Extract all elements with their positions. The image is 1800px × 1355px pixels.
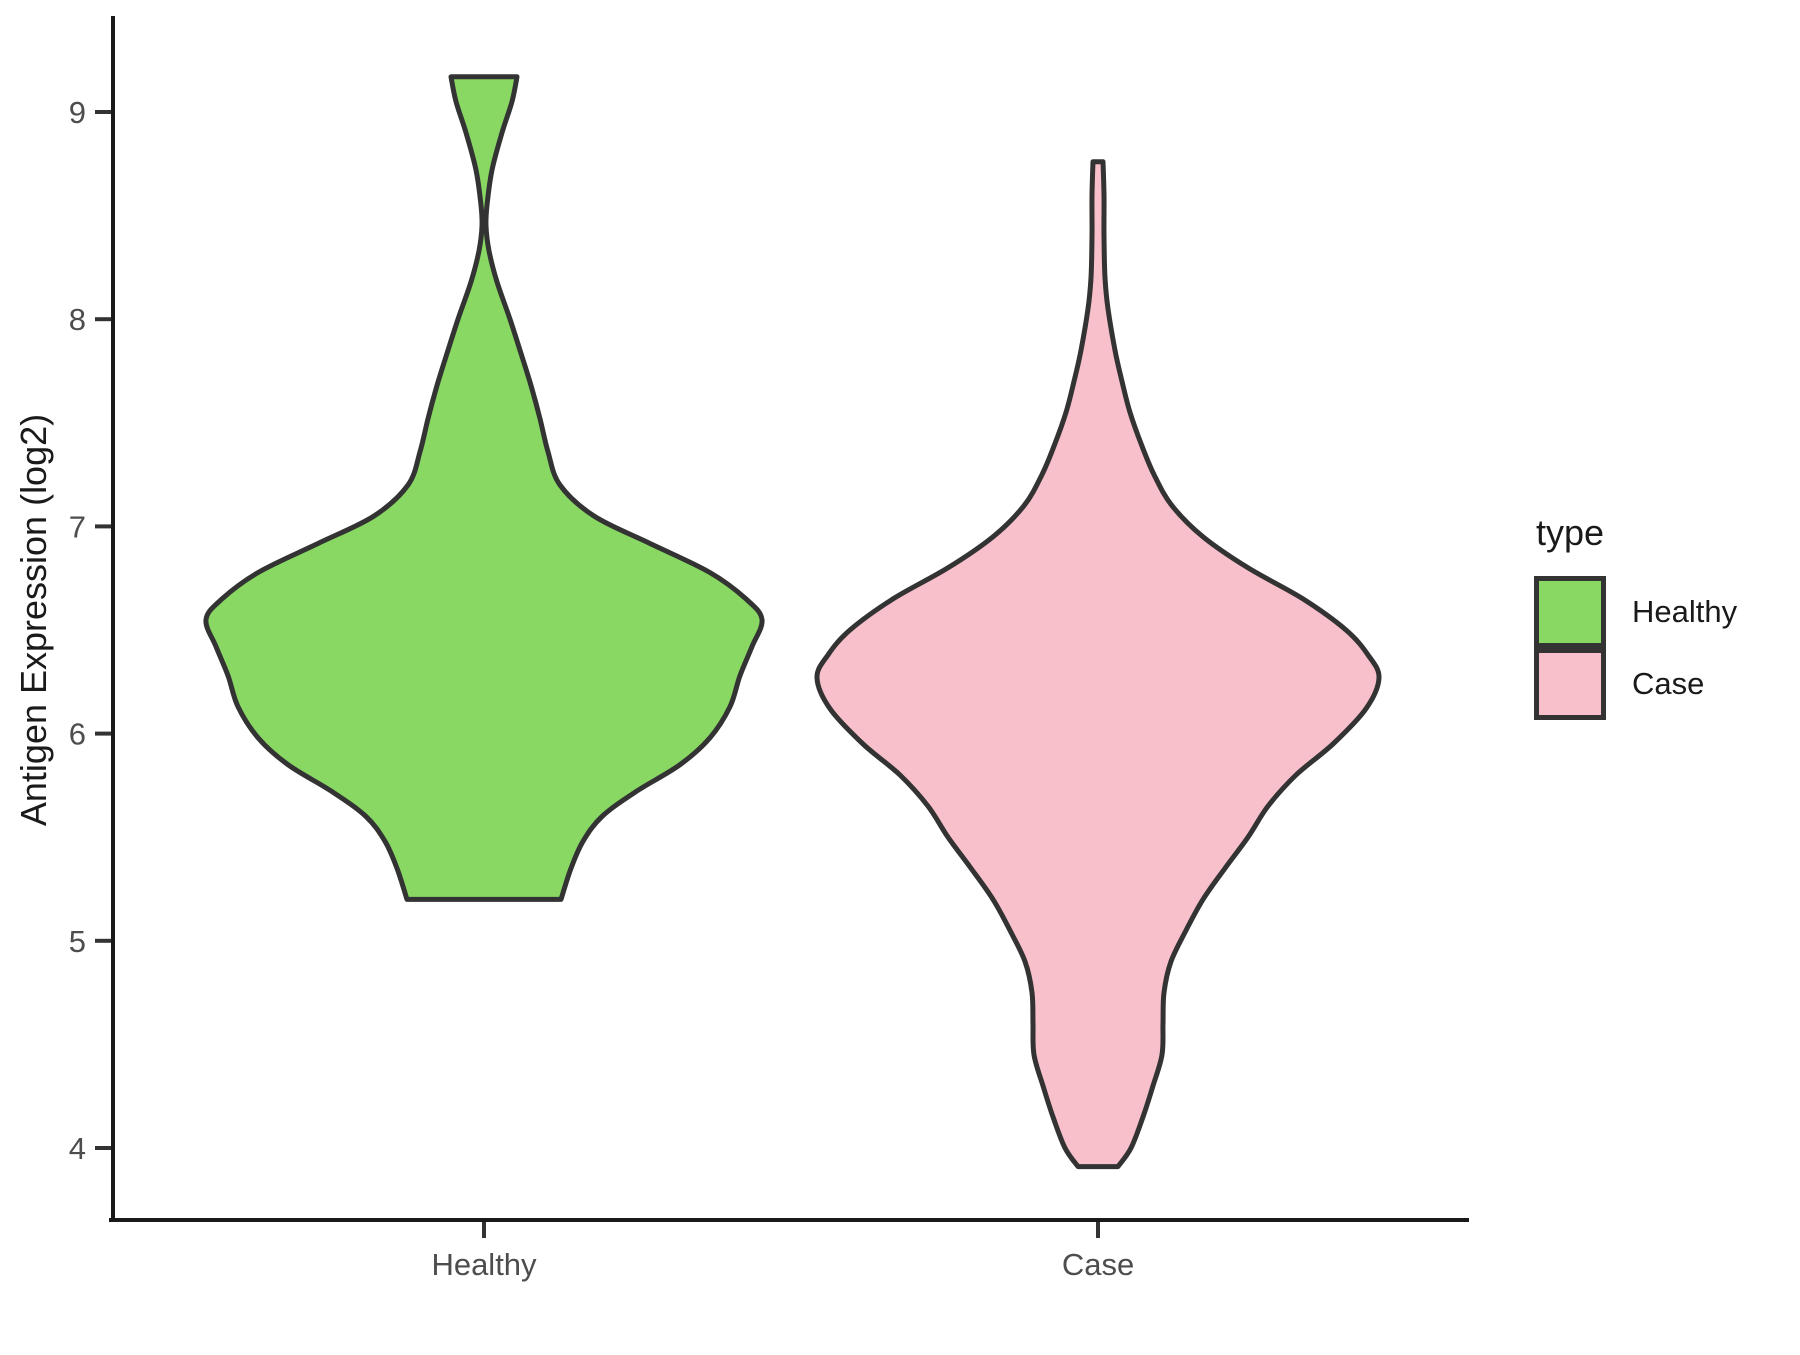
y-tick-label: 4 bbox=[69, 1131, 86, 1166]
y-tick-label: 6 bbox=[69, 717, 86, 752]
violin-healthy bbox=[203, 74, 765, 902]
x-tick-label: Healthy bbox=[431, 1247, 537, 1282]
plot-panel: 4 5 6 7 8 9 Healthy Case bbox=[69, 16, 1469, 1282]
y-tick-label: 7 bbox=[69, 509, 86, 544]
legend-label-case: Case bbox=[1632, 666, 1705, 701]
legend-entry-case: Case bbox=[1534, 648, 1737, 720]
y-tick-label: 9 bbox=[69, 95, 86, 130]
y-tick-label: 5 bbox=[69, 924, 86, 959]
y-tick-label: 8 bbox=[69, 302, 86, 337]
y-axis-title: Antigen Expression (log2) bbox=[13, 414, 54, 826]
legend-swatch-healthy bbox=[1534, 576, 1606, 648]
legend: type Healthy Case bbox=[1534, 512, 1737, 720]
legend-entry-healthy: Healthy bbox=[1534, 576, 1737, 648]
violin-case bbox=[814, 159, 1382, 1170]
x-tick-label: Case bbox=[1062, 1247, 1134, 1282]
legend-swatch-case bbox=[1534, 648, 1606, 720]
legend-title: type bbox=[1536, 512, 1605, 553]
legend-label-healthy: Healthy bbox=[1632, 594, 1738, 629]
